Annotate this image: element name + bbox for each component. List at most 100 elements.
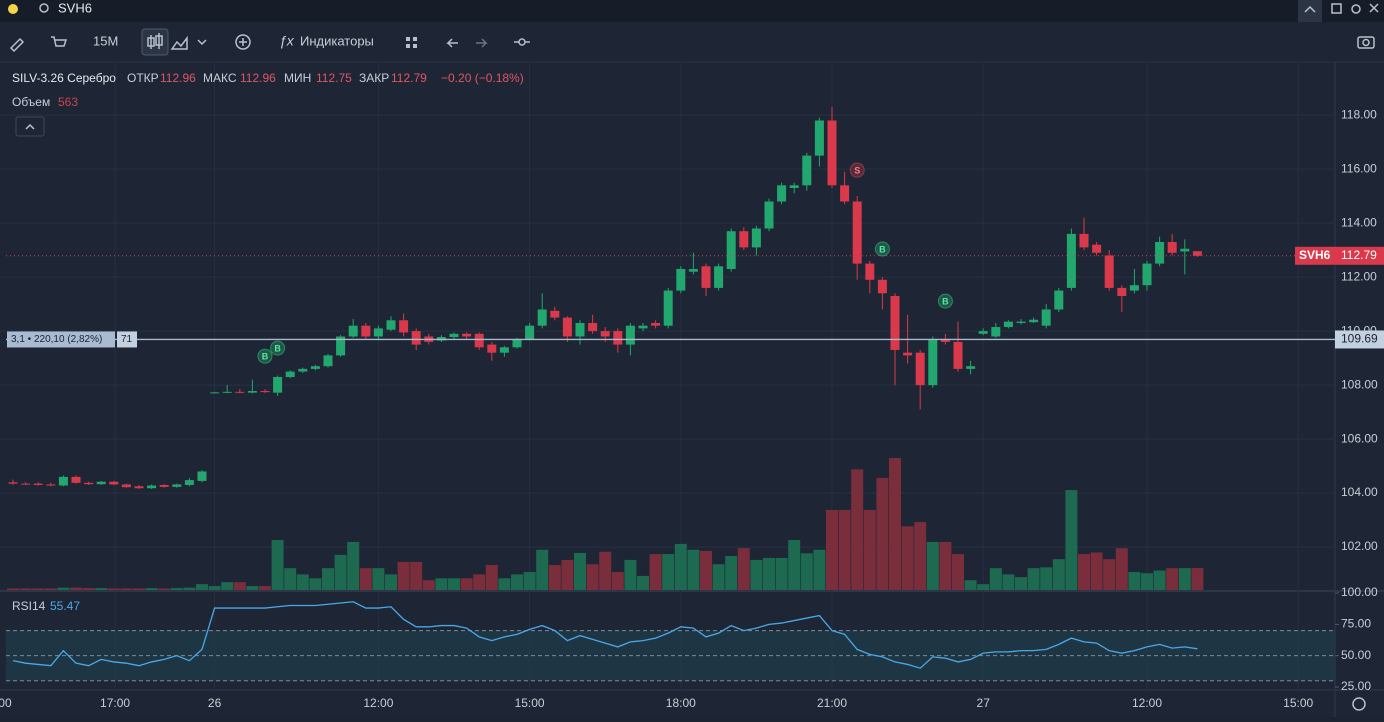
volume-bar	[347, 541, 360, 590]
trade-marker-label: B	[274, 343, 281, 353]
volume-bar	[57, 587, 70, 590]
candle-body	[134, 486, 144, 489]
last-tag: SVH6	[1299, 248, 1331, 262]
candle-body	[159, 484, 169, 487]
open-value: 112.96	[160, 71, 196, 85]
collapse-indicators[interactable]	[15, 116, 45, 137]
search-icon[interactable]	[39, 3, 49, 13]
settings-icon[interactable]	[1351, 4, 1361, 14]
volume-bar	[876, 477, 889, 590]
volume-bar	[800, 553, 813, 590]
rsi-tick-label: 100.00	[1341, 585, 1378, 599]
volume-bar	[611, 572, 624, 590]
volume-bar	[233, 582, 246, 590]
volume-bar	[586, 564, 599, 590]
volume-bar	[826, 509, 838, 590]
high-label: МАКС	[203, 71, 237, 85]
volume-bar	[548, 565, 561, 590]
volume-bar	[649, 554, 662, 590]
candle-body	[688, 268, 698, 272]
undo-icon[interactable]	[446, 38, 458, 48]
y-tick-label: 116.00	[1341, 161, 1377, 175]
volume-bar	[813, 549, 826, 590]
candle-body	[877, 279, 887, 294]
volume-bar	[1191, 568, 1204, 590]
volume-bar	[133, 588, 145, 590]
volume-bar	[901, 526, 914, 590]
candle-body	[487, 344, 497, 353]
low-label: МИН	[284, 71, 311, 85]
candle-body	[373, 328, 383, 337]
interval-button[interactable]: 15M	[93, 33, 118, 48]
volume-bar	[271, 540, 284, 590]
position-qty-bg	[117, 331, 137, 348]
volume-bar	[32, 588, 45, 590]
volume-bar	[952, 554, 964, 590]
candle-body	[840, 185, 850, 202]
candle-body	[197, 471, 207, 481]
position-price: 109.69	[1341, 332, 1378, 346]
candle-body	[1104, 255, 1114, 288]
volume-bar	[498, 578, 511, 590]
trade-marker-label: B	[262, 352, 269, 362]
candle-body	[1167, 241, 1177, 253]
close-icon[interactable]	[1369, 3, 1379, 13]
volume-bar	[964, 580, 977, 590]
volume-bar	[19, 588, 32, 590]
open-label: ОТКР	[127, 71, 159, 85]
candle-body	[58, 476, 68, 486]
candle-body	[499, 347, 509, 353]
axis-settings[interactable]	[1352, 697, 1366, 711]
candle-body	[184, 480, 194, 485]
window-icon[interactable]	[1331, 3, 1342, 14]
volume-bar	[82, 588, 95, 590]
candle-body	[84, 482, 94, 485]
collapse-button[interactable]	[1298, 0, 1322, 22]
volume-bar	[473, 574, 486, 590]
volume-bar	[1052, 559, 1065, 590]
candle-type-button[interactable]	[141, 28, 169, 56]
volume-bar	[561, 559, 574, 590]
candle-body	[1180, 248, 1190, 252]
redo-icon[interactable]	[476, 38, 488, 48]
y-tick-label: 108.00	[1341, 377, 1378, 391]
candle-body	[512, 339, 522, 348]
volume-bar	[1002, 574, 1015, 590]
candle-body	[285, 371, 295, 377]
chevron-icon[interactable]	[197, 39, 207, 46]
candle-body	[575, 322, 585, 337]
layout-icon[interactable]	[406, 37, 417, 48]
candle-body	[310, 366, 320, 369]
volume-last: 563	[58, 95, 78, 109]
volume-bar	[435, 578, 448, 590]
trade-marker	[270, 340, 286, 356]
add-icon[interactable]	[235, 34, 251, 50]
volume-bar	[1040, 567, 1053, 590]
area-icon[interactable]	[170, 35, 188, 50]
candle-body	[827, 120, 837, 186]
volume-bar	[712, 564, 725, 590]
x-tick-label: 12:00	[363, 696, 393, 710]
cart-icon[interactable]	[51, 36, 68, 47]
candle-body	[8, 482, 18, 484]
x-tick-label: 17:00	[100, 696, 130, 710]
rsi-label: RSI14	[12, 599, 46, 613]
position-qty: 71	[121, 334, 133, 345]
candle-body	[714, 266, 724, 288]
volume-bar	[1027, 568, 1040, 590]
candle-body	[474, 333, 484, 348]
volume-bar	[284, 568, 297, 590]
fx-icon[interactable]: ƒx	[279, 33, 295, 49]
camera-icon[interactable]	[1357, 36, 1375, 49]
candle-body	[903, 352, 913, 356]
candle-body	[121, 484, 131, 488]
add-plus	[239, 38, 247, 46]
pencil-icon[interactable]	[9, 37, 25, 53]
candle-body	[613, 331, 623, 345]
camera-lens	[1362, 38, 1370, 47]
volume-bar	[511, 574, 523, 590]
candle-body	[663, 290, 673, 326]
search-text[interactable]: SVH6	[58, 0, 92, 15]
indicators-button[interactable]: Индикаторы	[300, 33, 374, 48]
